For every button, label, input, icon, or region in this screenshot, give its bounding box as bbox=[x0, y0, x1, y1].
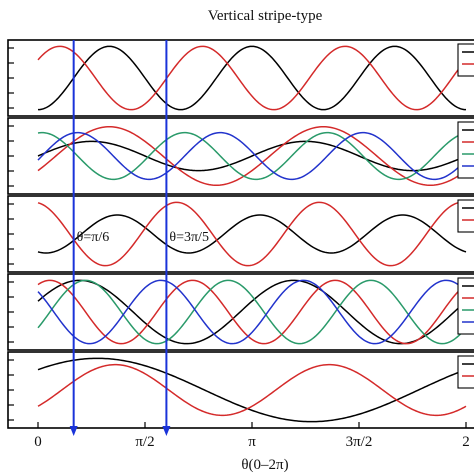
x-tick-label: π bbox=[248, 434, 256, 450]
panel-1 bbox=[7, 39, 474, 117]
panel-4 bbox=[7, 273, 474, 351]
panel-frame bbox=[7, 117, 474, 195]
series-line-4-3 bbox=[37, 279, 467, 345]
panel-frame bbox=[7, 39, 474, 117]
series-line-2-1 bbox=[37, 140, 467, 172]
annotation-label: θ=π/6 bbox=[77, 230, 110, 245]
series-line-4-4 bbox=[37, 279, 467, 345]
series-line-2-2 bbox=[37, 126, 467, 186]
x-axis-label: θ(0–2π) bbox=[241, 457, 288, 473]
chart-title: Vertical stripe-type bbox=[208, 8, 323, 24]
x-tick-label: 2 bbox=[462, 434, 470, 450]
x-axis: 0 π/2 π 3π/2 2 bbox=[34, 422, 470, 450]
panel-frame bbox=[7, 273, 474, 351]
legend-box bbox=[457, 121, 474, 179]
annotation-label: θ=3π/5 bbox=[169, 230, 209, 245]
series-line-1-1 bbox=[37, 45, 467, 111]
series-line-2-4 bbox=[37, 131, 467, 181]
panel-5 bbox=[7, 351, 474, 429]
panel-frame bbox=[7, 351, 474, 429]
series-line-5-2 bbox=[37, 363, 467, 417]
series-line-3-2 bbox=[37, 201, 467, 267]
marker-arrow-head bbox=[162, 426, 171, 436]
legend-box bbox=[457, 277, 474, 335]
series-line-4-2 bbox=[37, 279, 467, 345]
series-line-4-1 bbox=[37, 279, 467, 345]
legend-box bbox=[457, 355, 474, 389]
marker-arrows: θ=π/6 θ=3π/5 bbox=[69, 40, 209, 436]
panel-3 bbox=[7, 195, 474, 273]
panel-frame bbox=[7, 195, 474, 273]
panels bbox=[7, 39, 474, 429]
series-line-5-1 bbox=[37, 357, 467, 423]
legend-box bbox=[457, 43, 474, 77]
panel-2 bbox=[7, 117, 474, 195]
series-line-1-2 bbox=[37, 45, 467, 111]
series-line-3-1 bbox=[37, 214, 467, 254]
legend-box bbox=[457, 199, 474, 233]
x-tick-label: 0 bbox=[34, 434, 42, 450]
marker-arrow-head bbox=[69, 426, 78, 436]
series-line-2-3 bbox=[37, 131, 467, 181]
x-tick-label: 3π/2 bbox=[346, 434, 373, 450]
x-tick-label: π/2 bbox=[135, 434, 154, 450]
